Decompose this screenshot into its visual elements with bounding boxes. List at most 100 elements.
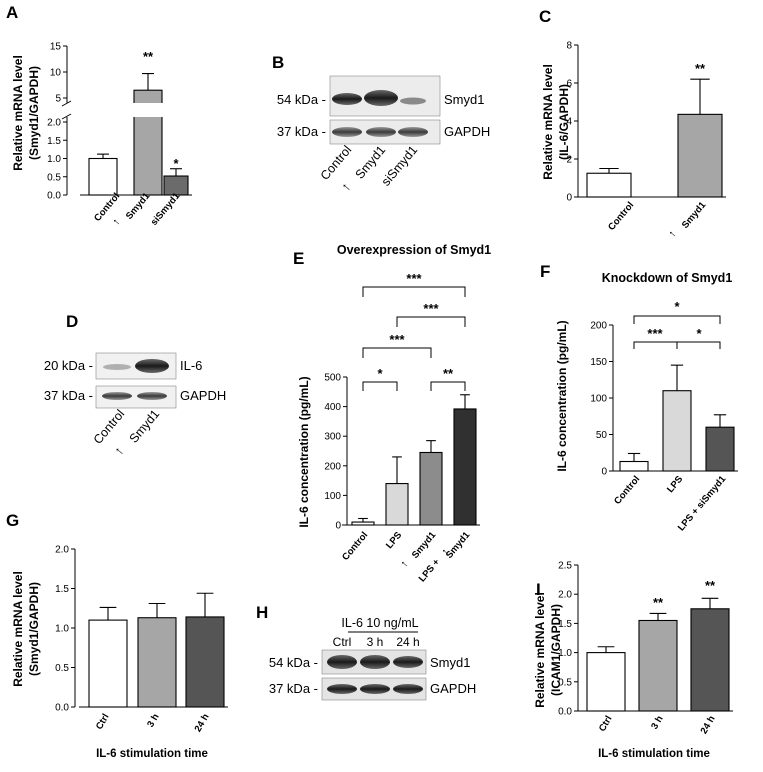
bracket-e-5 bbox=[430, 381, 466, 391]
panel-e: E Overexpression of Smyd1 IL-6 concentra… bbox=[293, 243, 491, 584]
panel-e-cat-lps: LPS bbox=[384, 530, 404, 551]
panel-e-star-1: *** bbox=[406, 271, 422, 286]
panel-e-axes: 500 400 300 200 100 0 bbox=[324, 373, 348, 532]
panel-i-ytick-label: 1.5 bbox=[558, 619, 572, 630]
panel-g-axes: 2.0 1.5 1.0 0.5 0.0 bbox=[55, 545, 76, 714]
panel-d-kda-20: 20 kDa - bbox=[44, 358, 93, 373]
panel-h-gapdh-1 bbox=[327, 684, 357, 694]
panel-b-kda-54: 54 kDa - bbox=[277, 92, 326, 107]
bracket-f-1 bbox=[633, 315, 721, 324]
panel-h: H IL-6 10 ng/mL Ctrl 3 h 24 h 54 kDa - 3… bbox=[256, 603, 476, 701]
panel-d-label-gapdh: GAPDH bbox=[180, 388, 226, 403]
panel-f-cat-lps: LPS bbox=[665, 474, 685, 495]
panel-h-label-smyd1: Smyd1 bbox=[430, 655, 470, 670]
panel-e-cat-lps-plus: LPS + bbox=[417, 557, 443, 585]
panel-e-bars bbox=[342, 394, 480, 526]
panel-g-ytick-label: 1.5 bbox=[55, 584, 69, 595]
panel-e-bar bbox=[385, 483, 409, 526]
panel-a-bar-break bbox=[133, 103, 163, 117]
panel-i-ylabel-2: (ICAM1/GAPDH) bbox=[549, 604, 563, 696]
panel-a-ytick-label: 10 bbox=[50, 68, 62, 79]
panel-a-bars bbox=[80, 73, 192, 196]
panel-a-star-smyd1: ** bbox=[143, 49, 154, 64]
panel-f-ytick-label: 0 bbox=[601, 467, 607, 478]
panel-c-bar bbox=[586, 172, 632, 198]
panel-f-bars bbox=[610, 364, 738, 472]
panel-b-gapdh-1 bbox=[332, 127, 362, 137]
bracket-e-2 bbox=[396, 316, 466, 327]
panel-g: G Relative mRNA level (Smyd1/GAPDH) 2.0 1… bbox=[6, 511, 228, 760]
panel-f-ytick-label: 100 bbox=[590, 394, 607, 405]
panel-f-star-2: *** bbox=[647, 326, 663, 341]
panel-e-star-3: *** bbox=[389, 332, 405, 347]
panel-d-up-arrow-icon: ↑ bbox=[111, 443, 127, 458]
panel-b-label-gapdh: GAPDH bbox=[444, 124, 490, 139]
panel-f: F Knockdown of Smyd1 IL-6 concentration … bbox=[540, 262, 738, 533]
panel-e-ytick-label: 400 bbox=[324, 402, 341, 413]
panel-b-letter: B bbox=[272, 53, 284, 72]
panel-c-ytick-label: 6 bbox=[566, 79, 572, 90]
panel-e-star-2: *** bbox=[423, 301, 439, 316]
panel-h-gapdh-3 bbox=[393, 684, 423, 694]
panel-b-band-control bbox=[332, 93, 362, 105]
panel-i-cat-3h: 3 h bbox=[649, 714, 665, 732]
panel-i-bar bbox=[586, 652, 626, 712]
panel-a-letter: A bbox=[6, 3, 18, 22]
panel-g-ylabel-2: (Smyd1/GAPDH) bbox=[27, 582, 41, 676]
bracket-e-4 bbox=[362, 381, 398, 391]
panel-a-cat-control: Control bbox=[92, 191, 122, 224]
panel-g-cat-3h: 3 h bbox=[145, 712, 161, 730]
panel-h-kda-37: 37 kDa - bbox=[269, 681, 318, 696]
panel-g-cat-24h: 24 h bbox=[193, 712, 212, 734]
panel-e-cat-lps-smyd1: Smyd1 bbox=[444, 529, 473, 560]
panel-b-label-smyd1: Smyd1 bbox=[444, 92, 484, 107]
panel-i-letter: I bbox=[536, 580, 541, 599]
panel-e-ytick-label: 0 bbox=[335, 521, 341, 532]
panel-i-star-24h: ** bbox=[705, 578, 716, 593]
panel-d-letter: D bbox=[66, 312, 78, 331]
panel-c-cat-control: Control bbox=[606, 200, 636, 233]
panel-f-bar bbox=[619, 460, 649, 472]
panel-b-up-arrow-icon: ↑ bbox=[338, 179, 354, 194]
panel-g-ytick-label: 0.0 bbox=[55, 703, 69, 714]
panel-d-lane-control: Control bbox=[91, 407, 128, 447]
panel-a-ylabel-2: (Smyd1/GAPDH) bbox=[27, 66, 41, 160]
panel-g-bar bbox=[185, 616, 225, 708]
panel-h-lane-3h: 3 h bbox=[367, 635, 384, 649]
panel-d-gapdh-1 bbox=[102, 392, 132, 400]
panel-c-ytick-label: 4 bbox=[566, 117, 572, 128]
panel-i-axes: 2.5 2.0 1.5 1.0 0.5 0.0 bbox=[558, 561, 579, 718]
panel-d-gapdh-2 bbox=[137, 392, 167, 400]
panel-b-gapdh-3 bbox=[398, 127, 428, 137]
panel-a-star-sismyd1: * bbox=[173, 156, 179, 171]
panel-g-bars bbox=[79, 592, 228, 708]
panel-a-bar bbox=[163, 175, 189, 196]
panel-c-ytick-label: 8 bbox=[566, 41, 572, 52]
panel-e-letter: E bbox=[293, 249, 304, 268]
panel-f-brackets bbox=[633, 315, 721, 349]
panel-a-axes: 15 10 5 2.0 1.5 1.0 0.5 0.0 bbox=[47, 42, 72, 202]
panel-c-ytick-label: 0 bbox=[566, 193, 572, 204]
bracket-f-2 bbox=[633, 341, 678, 349]
panel-i-cat-24h: 24 h bbox=[699, 714, 718, 736]
panel-b: B 54 kDa - 37 kDa - Smyd1 GAPDH Control … bbox=[272, 53, 490, 194]
panel-f-ylabel: IL-6 concentration (pg/mL) bbox=[555, 320, 569, 471]
panel-g-ylabel-1: Relative mRNA level bbox=[11, 571, 25, 687]
panel-i-bar bbox=[638, 619, 678, 712]
panel-d-blot-gapdh bbox=[95, 385, 177, 409]
panel-h-header: IL-6 10 ng/mL bbox=[341, 616, 418, 630]
panel-c-ytick-label: 2 bbox=[566, 155, 572, 166]
bracket-e-1 bbox=[362, 286, 466, 297]
panel-e-ytick-label: 100 bbox=[324, 491, 341, 502]
panel-e-ytick-label: 200 bbox=[324, 461, 341, 472]
panel-a-up-arrow-icon: ↑ bbox=[110, 216, 123, 228]
panel-f-cat-control: Control bbox=[612, 474, 642, 507]
panel-b-kda-37: 37 kDa - bbox=[277, 124, 326, 139]
panel-c-bars bbox=[577, 78, 726, 198]
panel-i-star-3h: ** bbox=[653, 595, 664, 610]
panel-e-title: Overexpression of Smyd1 bbox=[337, 243, 491, 257]
panel-c-cat-smyd1: Smyd1 bbox=[680, 199, 709, 230]
panel-h-band-3h bbox=[360, 655, 390, 669]
panel-a-ytick-label: 2.0 bbox=[47, 118, 61, 129]
panel-i-ytick-label: 1.0 bbox=[558, 648, 572, 659]
